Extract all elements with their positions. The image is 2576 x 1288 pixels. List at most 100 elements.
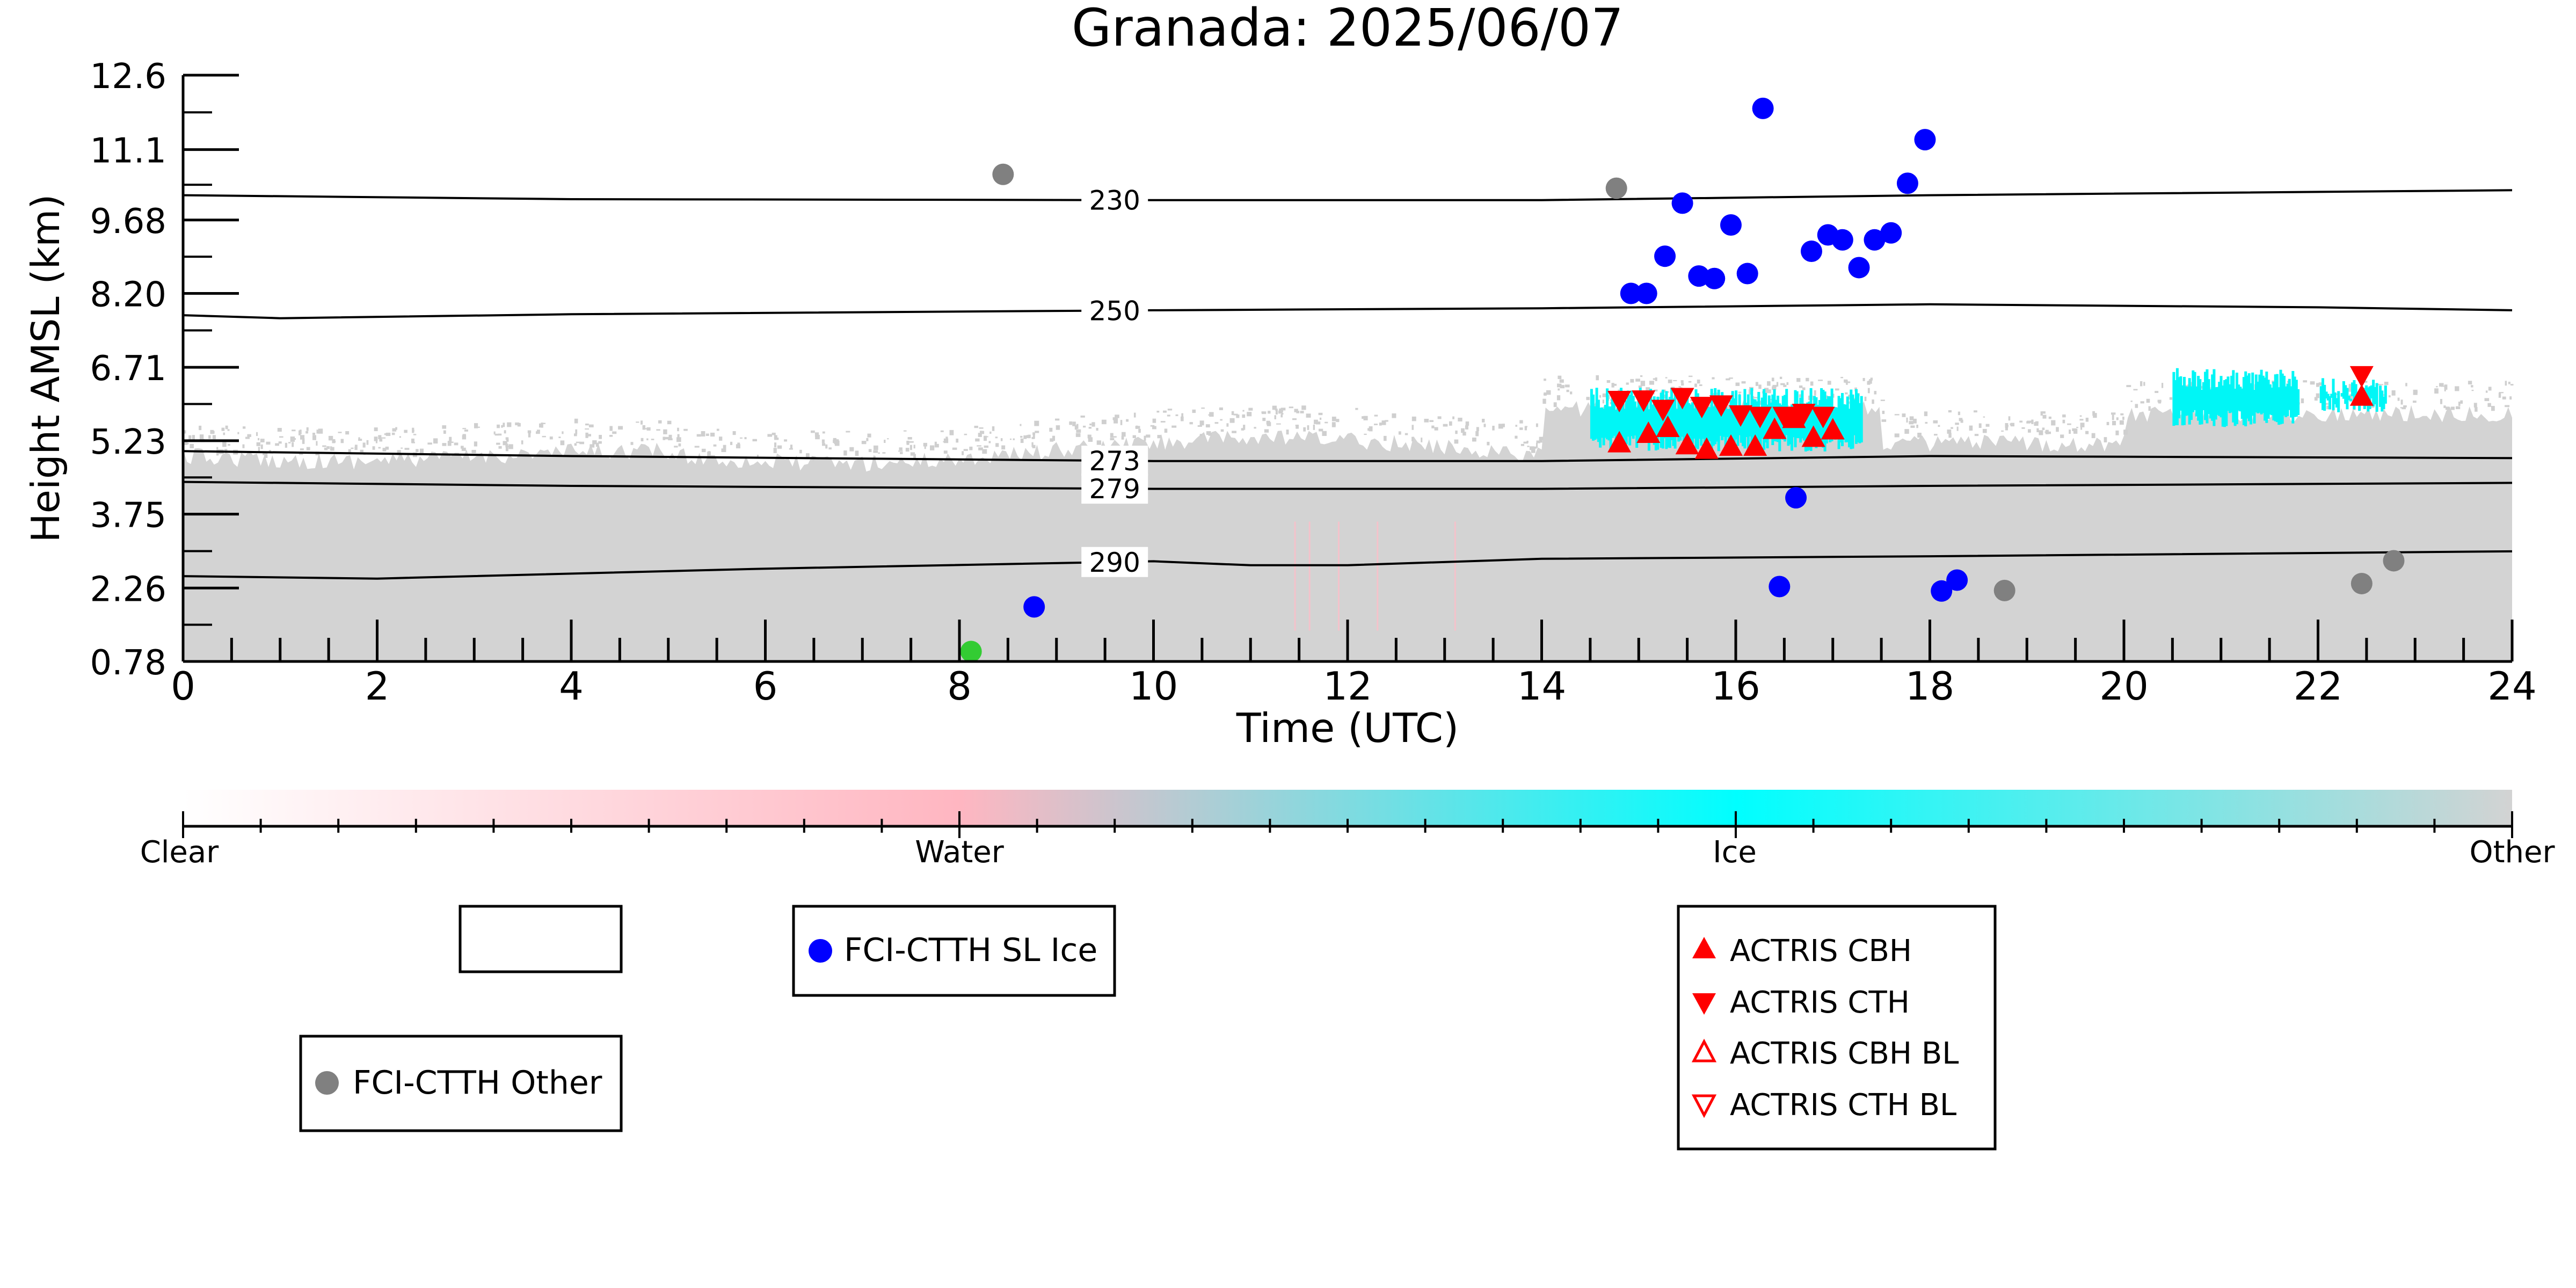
speckle xyxy=(1264,429,1269,433)
ice-column xyxy=(1593,406,1597,440)
ice-column xyxy=(2223,380,2226,427)
speckle xyxy=(2143,382,2145,386)
speckle xyxy=(777,445,782,449)
speckle xyxy=(1599,395,1602,398)
speckle xyxy=(849,447,854,452)
speckle xyxy=(1959,418,1963,421)
ice-column xyxy=(2297,389,2300,415)
ice-column xyxy=(1621,391,1625,449)
speckle xyxy=(1306,413,1311,418)
ice-column xyxy=(2272,382,2275,420)
speckle xyxy=(949,430,954,435)
speckle xyxy=(1956,426,1959,431)
speckle xyxy=(1164,428,1168,433)
speckle xyxy=(2076,427,2079,428)
speckle xyxy=(517,423,521,427)
ice-column xyxy=(2323,384,2326,411)
speckle xyxy=(713,444,717,447)
ice-column xyxy=(1609,406,1612,449)
speckle xyxy=(2450,406,2455,410)
speckle xyxy=(292,430,296,432)
speckle xyxy=(1539,436,1544,440)
speckle xyxy=(2402,407,2406,410)
speckle xyxy=(1546,390,1551,395)
x-tick-label: 14 xyxy=(1517,664,1567,709)
actris-cbh-point xyxy=(1763,417,1787,439)
speckle xyxy=(740,437,743,439)
ice-column xyxy=(2332,379,2335,411)
speckle xyxy=(374,427,378,432)
ice-column xyxy=(1686,398,1689,443)
fci-ctth-sl-ice-point xyxy=(1704,267,1726,289)
speckle xyxy=(279,436,283,438)
speckle xyxy=(1906,417,1908,423)
isotherm-label-273: 273 xyxy=(1089,446,1140,477)
speckle xyxy=(2316,383,2319,387)
fci-ctth-sl-ice-point xyxy=(1720,214,1742,236)
speckle xyxy=(224,449,228,453)
speckle xyxy=(1542,398,1546,404)
speckle xyxy=(1175,414,1178,417)
speckle xyxy=(2348,384,2351,389)
speckle xyxy=(260,439,265,442)
speckle xyxy=(1881,419,1887,422)
speckle xyxy=(260,444,263,449)
speckle xyxy=(2310,381,2315,385)
speckle xyxy=(258,438,260,441)
speckle xyxy=(2456,406,2461,410)
speckle xyxy=(358,439,362,441)
ice-column xyxy=(1693,408,1696,439)
y-tick-label: 12.6 xyxy=(90,57,167,97)
speckle xyxy=(1818,380,1823,381)
ice-column xyxy=(1689,404,1692,450)
ice-column xyxy=(2247,373,2251,421)
speckle xyxy=(449,436,452,442)
speckle xyxy=(1653,378,1655,380)
speckle xyxy=(887,438,889,440)
speckle xyxy=(1049,427,1053,432)
speckle xyxy=(585,423,589,426)
speckle xyxy=(1272,405,1277,410)
speckle xyxy=(576,441,581,443)
speckle xyxy=(1220,419,1222,421)
ice-column xyxy=(2209,389,2212,419)
speckle xyxy=(678,443,681,447)
actris-cth-point xyxy=(1670,388,1694,410)
speckle xyxy=(585,428,590,430)
speckle xyxy=(366,440,369,445)
speckle xyxy=(774,435,777,440)
speckle xyxy=(2008,416,2011,421)
speckle xyxy=(962,451,964,455)
speckle xyxy=(774,438,779,440)
speckle xyxy=(730,441,733,445)
ice-column xyxy=(2251,372,2254,416)
speckle xyxy=(2362,381,2368,383)
speckle xyxy=(2073,428,2078,434)
speckle xyxy=(1205,424,1210,428)
speckle xyxy=(427,442,432,445)
speckle xyxy=(696,434,701,437)
speckle xyxy=(1649,381,1654,385)
ice-column xyxy=(2183,377,2186,425)
speckle xyxy=(256,432,258,436)
ice-column xyxy=(2281,373,2284,424)
y-tick-label: 3.75 xyxy=(90,496,167,536)
ice-column xyxy=(1708,407,1712,441)
ice-column xyxy=(1752,399,1755,439)
speckle xyxy=(212,435,216,439)
speckle xyxy=(328,435,333,441)
speckle xyxy=(312,435,316,440)
speckle xyxy=(1553,402,1557,407)
speckle xyxy=(1274,415,1277,419)
speckle xyxy=(907,437,912,440)
speckle xyxy=(737,442,740,446)
speckle xyxy=(225,425,228,430)
speckle xyxy=(302,440,305,444)
speckle xyxy=(1052,435,1056,441)
speckle xyxy=(701,448,706,453)
speckle xyxy=(496,442,500,445)
speckle xyxy=(658,420,662,424)
ice-column xyxy=(1740,408,1743,443)
speckle xyxy=(2111,412,2116,415)
